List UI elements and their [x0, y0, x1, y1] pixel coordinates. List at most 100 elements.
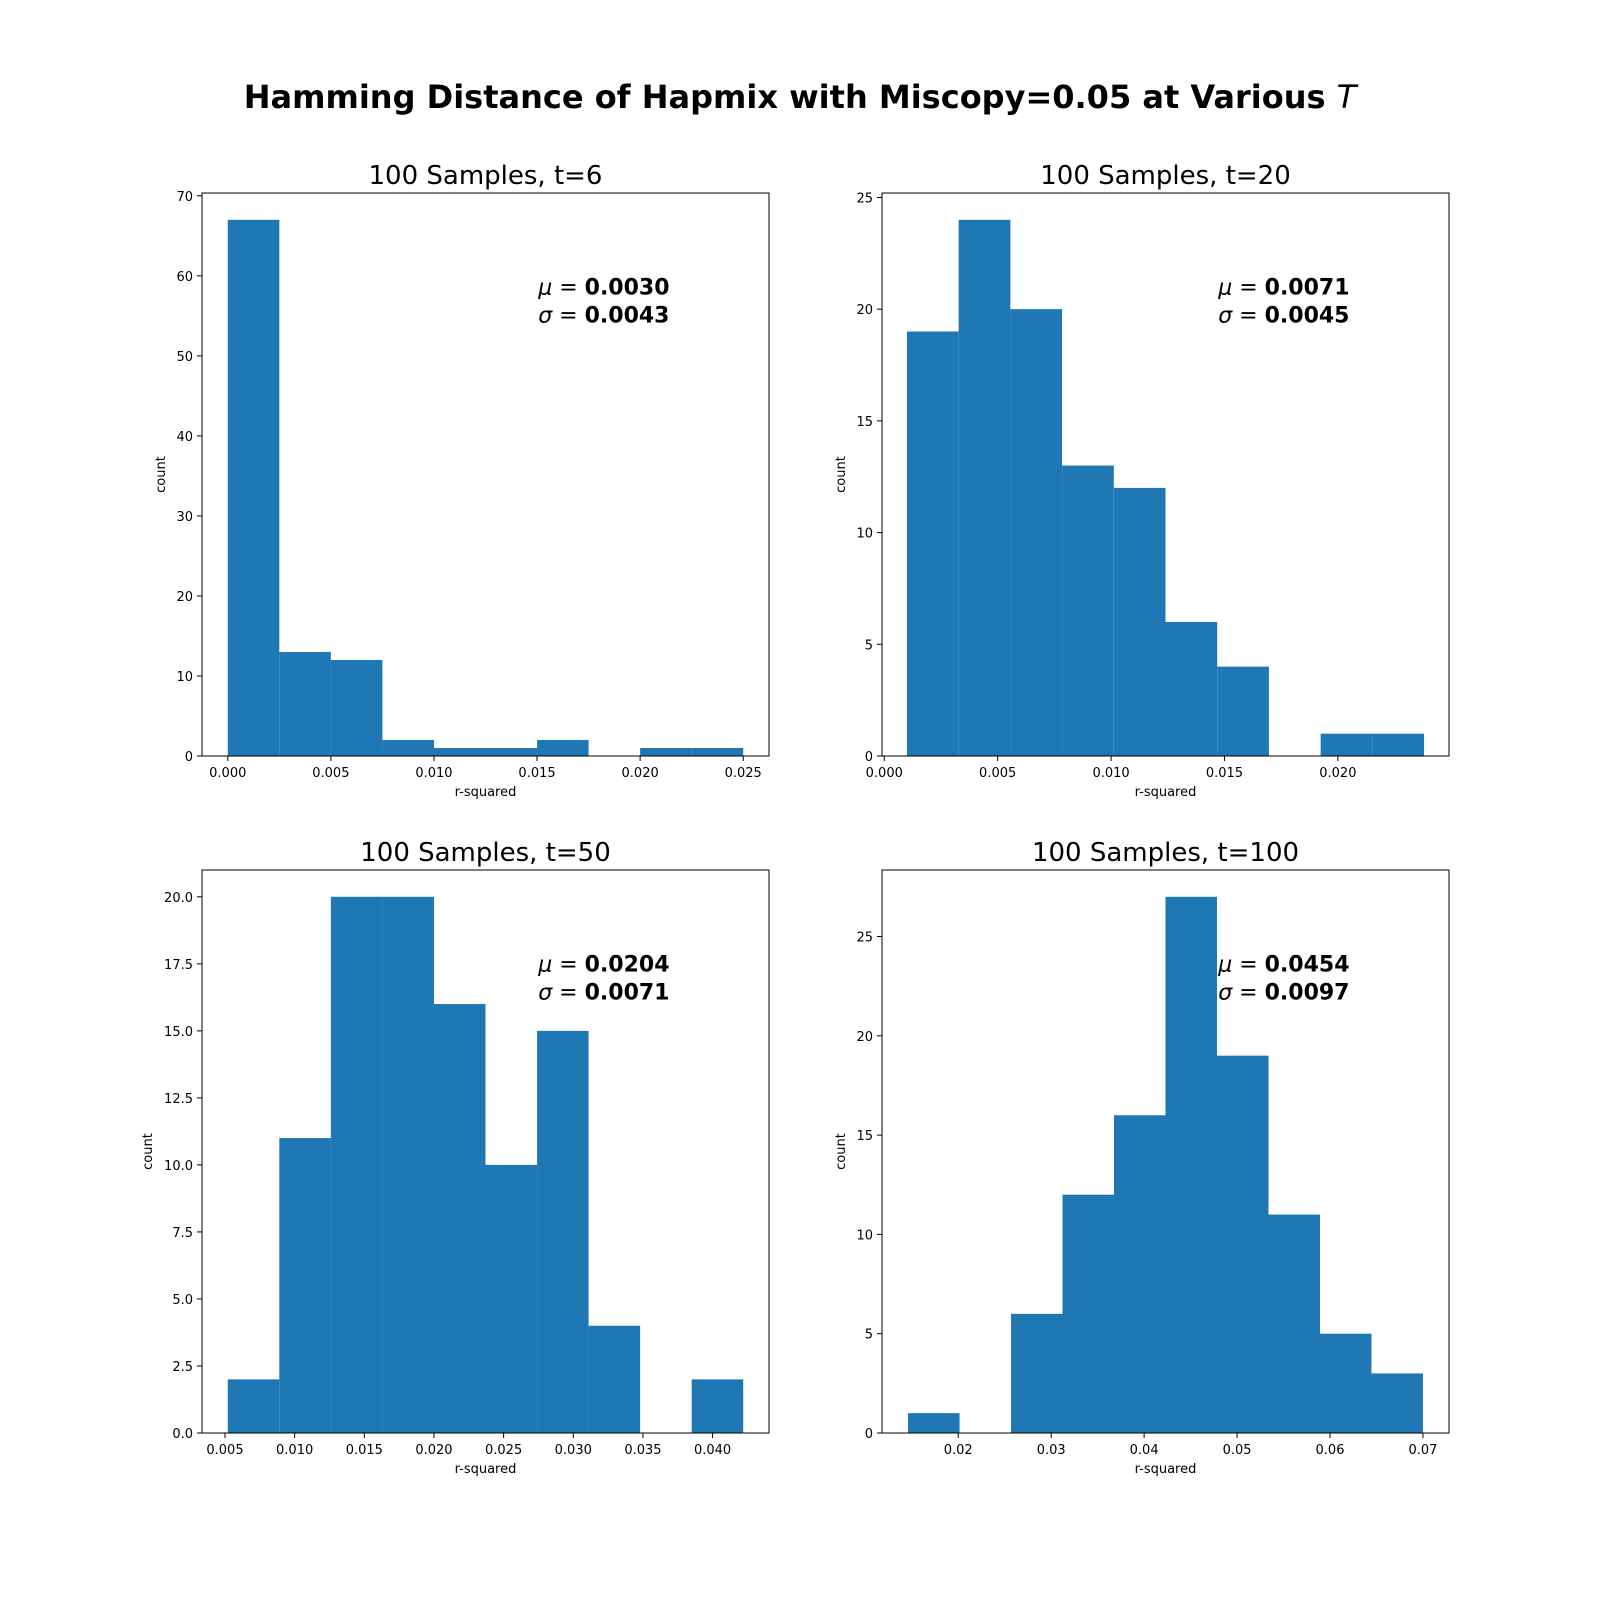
x-tick-label: 0.035	[624, 1443, 661, 1458]
x-tick-label: 0.020	[415, 1443, 452, 1458]
std-value: 0.0097	[1265, 980, 1350, 1005]
x-tick-label: 0.015	[518, 766, 555, 781]
std-annotation: σ = 0.0043	[538, 303, 669, 328]
histogram-bar	[279, 651, 331, 756]
y-axis-label: count	[834, 1133, 849, 1170]
histogram-bar	[691, 748, 744, 756]
x-tick-label: 0.005	[312, 766, 349, 781]
figure-title: Hamming Distance of Hapmix with Miscopy=…	[244, 78, 1359, 116]
histogram-bar	[433, 1004, 486, 1433]
equals-sign: =	[1232, 952, 1264, 977]
histogram-bar	[485, 748, 538, 756]
histogram-bar	[279, 1138, 331, 1433]
std-value: 0.0045	[1265, 303, 1350, 328]
histogram-bar	[1062, 465, 1114, 756]
mean-annotation: μ = 0.0030	[537, 275, 669, 300]
mu-symbol: μ	[537, 952, 552, 977]
x-tick-label: 0.005	[206, 1443, 243, 1458]
histogram-bar	[1216, 1055, 1269, 1433]
x-tick-label: 0.000	[866, 766, 903, 781]
y-tick-label: 15	[856, 415, 873, 430]
histogram-bar	[382, 896, 434, 1433]
mean-value: 0.0454	[1265, 952, 1350, 977]
subplot-1: 0.000 0.005 0.010 0.015 0.020 0.025 0 10 20 30 40 5…	[154, 161, 770, 800]
histogram-bar	[537, 739, 589, 756]
y-tick-label: 0	[865, 750, 873, 765]
histogram-bar	[1268, 1214, 1320, 1433]
x-tick-label: 0.040	[694, 1443, 731, 1458]
equals-sign: =	[552, 275, 584, 300]
mu-symbol: μ	[1217, 952, 1232, 977]
histogram-bar	[1217, 666, 1269, 756]
histogram-bar	[330, 659, 383, 756]
mean-annotation: μ = 0.0071	[1217, 275, 1349, 300]
subplot-title: 100 Samples, t=6	[369, 161, 603, 191]
histogram-bar	[640, 748, 692, 756]
mean-annotation: μ = 0.0454	[1217, 952, 1349, 977]
subplot-title: 100 Samples, t=50	[360, 838, 611, 868]
y-tick-label: 15.0	[164, 1025, 193, 1040]
histogram-bar	[906, 331, 959, 756]
equals-sign: =	[552, 303, 584, 328]
std-annotation: σ = 0.0045	[1218, 303, 1349, 328]
y-tick-label: 7.5	[172, 1226, 193, 1241]
histogram-bar	[382, 739, 434, 756]
equals-sign: =	[552, 980, 584, 1005]
y-axis-label: count	[154, 456, 169, 493]
x-tick-label: 0.02	[944, 1443, 973, 1458]
y-tick-label: 30	[176, 510, 193, 525]
x-tick-label: 0.03	[1037, 1443, 1066, 1458]
y-tick-label: 50	[176, 350, 193, 365]
x-tick-label: 0.000	[209, 766, 246, 781]
equals-sign: =	[1232, 275, 1264, 300]
histogram-bar	[1371, 1373, 1423, 1433]
subplot-3: 0.005 0.010 0.015 0.020 0.025 0.030 0.035 0.040…	[141, 838, 770, 1477]
sigma-symbol: σ	[1218, 980, 1233, 1005]
x-tick-label: 0.025	[725, 766, 762, 781]
histogram-bar	[1372, 733, 1425, 756]
y-tick-label: 20	[856, 1030, 873, 1045]
y-tick-label: 10	[856, 527, 873, 542]
histogram-bar	[1011, 1313, 1063, 1433]
subplot-title: 100 Samples, t=100	[1032, 838, 1299, 868]
histogram-bar	[1113, 487, 1166, 756]
x-tick-label: 0.015	[1206, 766, 1243, 781]
histogram-bar	[1010, 309, 1063, 756]
histogram-bar	[433, 748, 486, 756]
histogram-bar	[1114, 1115, 1166, 1433]
std-value: 0.0043	[585, 303, 670, 328]
histogram-bar	[485, 1164, 538, 1433]
x-tick-label: 0.015	[346, 1443, 383, 1458]
x-tick-label: 0.04	[1130, 1443, 1159, 1458]
x-tick-label: 0.005	[979, 766, 1016, 781]
x-axis-label: r-squared	[455, 785, 517, 800]
y-tick-label: 10	[856, 1228, 873, 1243]
x-tick-label: 0.025	[485, 1443, 522, 1458]
y-tick-label: 12.5	[164, 1092, 193, 1107]
histogram-bar	[227, 1379, 280, 1433]
histogram-bar	[227, 219, 280, 756]
sigma-symbol: σ	[538, 980, 553, 1005]
sigma-symbol: σ	[538, 303, 553, 328]
histogram-bar	[1165, 896, 1217, 1433]
x-tick-label: 0.010	[1092, 766, 1129, 781]
y-tick-label: 60	[176, 270, 193, 285]
y-tick-label: 10	[176, 670, 193, 685]
x-tick-label: 0.020	[622, 766, 659, 781]
histogram-bar	[330, 896, 383, 1433]
subplot-title: 100 Samples, t=20	[1040, 161, 1291, 191]
mean-value: 0.0071	[1265, 275, 1350, 300]
mean-value: 0.0030	[585, 275, 670, 300]
subplot-2: 0.000 0.005 0.010 0.015 0.020 0 5 10 15 20 25 100 S…	[834, 161, 1450, 800]
sigma-symbol: σ	[1218, 303, 1233, 328]
histogram-bar	[1320, 733, 1373, 756]
y-tick-label: 25	[856, 931, 873, 946]
y-tick-label: 25	[856, 191, 873, 206]
axes-frame	[201, 869, 770, 1434]
y-tick-label: 17.5	[164, 958, 193, 973]
x-tick-label: 0.05	[1223, 1443, 1252, 1458]
y-tick-label: 70	[176, 190, 193, 205]
histogram-bar	[1165, 621, 1218, 756]
histogram-bar	[537, 1030, 589, 1433]
